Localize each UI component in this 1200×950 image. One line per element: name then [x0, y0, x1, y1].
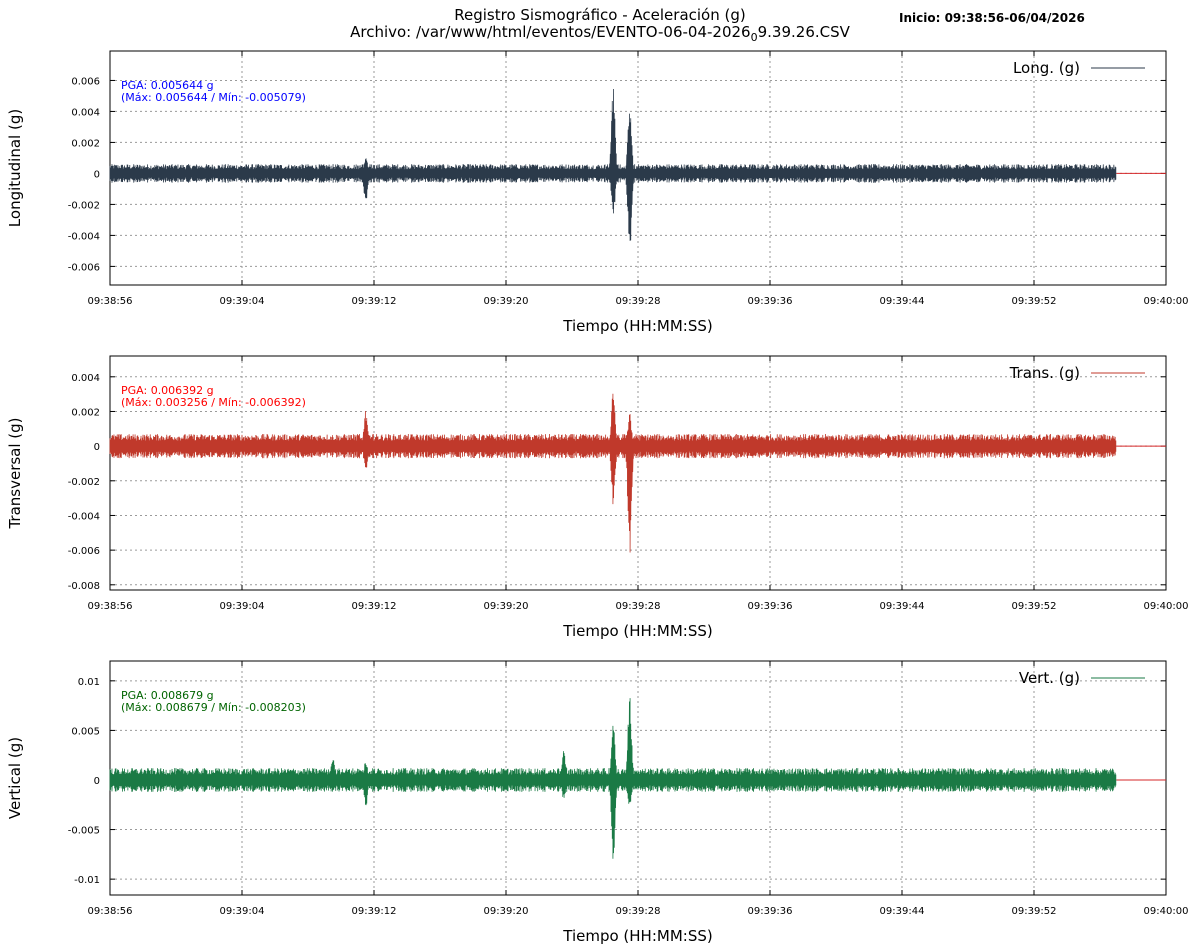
- y-tick-label: -0.002: [68, 200, 100, 211]
- x-tick-label: 09:38:56: [88, 601, 133, 612]
- x-tick-label: 09:39:12: [352, 601, 397, 612]
- x-axis-title: Tiempo (HH:MM:SS): [562, 927, 712, 945]
- file-path-subscript: 0: [750, 31, 758, 44]
- y-axis-title: Longitudinal (g): [6, 109, 24, 227]
- pga-label: PGA: 0.006392 g: [121, 384, 214, 397]
- max-min-label: (Máx: 0.005644 / Mín: -0.005079): [121, 91, 306, 104]
- x-tick-label: 09:39:04: [220, 601, 265, 612]
- y-axis-title: Vertical (g): [6, 737, 24, 819]
- x-tick-label: 09:39:20: [484, 601, 529, 612]
- y-tick-label: -0.005: [68, 826, 100, 837]
- x-tick-label: 09:39:20: [484, 906, 529, 917]
- panel-3: -0.01 -0.005 0 0.005 0.01 09:38:56 09:39:04 09:…: [6, 660, 1189, 945]
- x-tick-label: 09:39:20: [484, 296, 529, 307]
- y-tick-label: -0.004: [68, 231, 100, 242]
- x-tick-label: 09:39:12: [352, 296, 397, 307]
- x-tick-label: 09:38:56: [88, 906, 133, 917]
- x-tick-label: 09:39:04: [220, 296, 265, 307]
- x-tick-label: 09:40:00: [1144, 601, 1189, 612]
- y-tick-label: 0.004: [71, 373, 100, 384]
- x-tick-label: 09:39:36: [748, 296, 793, 307]
- x-tick-label: 09:39:04: [220, 906, 265, 917]
- x-tick-label: 09:39:44: [880, 906, 925, 917]
- y-tick-label: 0.005: [71, 726, 100, 737]
- x-tick-label: 09:39:44: [880, 296, 925, 307]
- x-tick-label: 09:39:52: [1012, 296, 1057, 307]
- x-tick-label: 09:39:52: [1012, 906, 1057, 917]
- panel-1: -0.006 -0.004 -0.002 0 0.002 0.004 0.006 09:38:…: [6, 50, 1189, 335]
- legend-label: Trans. (g): [1009, 364, 1080, 382]
- y-tick-label: 0.01: [78, 677, 100, 688]
- x-tick-label: 09:40:00: [1144, 296, 1189, 307]
- chart-subtitle-file: Archivo: /var/www/html/eventos/EVENTO-06…: [0, 23, 1200, 44]
- chart-title: Registro Sismográfico - Aceleración (g): [454, 6, 746, 24]
- x-tick-label: 09:38:56: [88, 296, 133, 307]
- y-tick-label: 0: [94, 169, 100, 180]
- y-axis-title: Transversal (g): [6, 417, 24, 529]
- start-time-label: Inicio: 09:38:56-06/04/2026: [899, 11, 1085, 25]
- panel-2: -0.008 -0.006 -0.004 -0.002 0 0.002 0.004 09:38…: [6, 355, 1189, 640]
- y-tick-label: 0.004: [71, 107, 100, 118]
- legend-label: Vert. (g): [1019, 669, 1080, 687]
- y-tick-label: 0: [94, 776, 100, 787]
- max-min-label: (Máx: 0.008679 / Mín: -0.008203): [121, 701, 306, 714]
- y-tick-label: -0.01: [74, 875, 100, 886]
- y-tick-label: -0.006: [68, 262, 100, 273]
- max-min-label: (Máx: 0.003256 / Mín: -0.006392): [121, 396, 306, 409]
- y-tick-label: -0.008: [68, 581, 100, 592]
- y-tick-label: -0.002: [68, 477, 100, 488]
- y-tick-label: 0.006: [71, 76, 100, 87]
- legend-label: Long. (g): [1013, 59, 1080, 77]
- waveform-line: [109, 393, 1117, 553]
- x-axis-title: Tiempo (HH:MM:SS): [562, 317, 712, 335]
- x-tick-label: 09:39:44: [880, 601, 925, 612]
- y-tick-label: -0.004: [68, 511, 100, 522]
- x-axis-title: Tiempo (HH:MM:SS): [562, 622, 712, 640]
- y-tick-label: -0.006: [68, 546, 100, 557]
- y-tick-label: 0.002: [71, 407, 100, 418]
- x-tick-label: 09:39:28: [616, 906, 661, 917]
- x-tick-label: 09:39:28: [616, 296, 661, 307]
- waveform-line: [109, 89, 1117, 241]
- x-tick-label: 09:39:36: [748, 906, 793, 917]
- y-tick-label: 0: [94, 442, 100, 453]
- x-tick-label: 09:39:52: [1012, 601, 1057, 612]
- x-tick-label: 09:39:28: [616, 601, 661, 612]
- y-tick-label: 0.002: [71, 138, 100, 149]
- file-path-tail: 9.39.26.CSV: [757, 23, 850, 41]
- x-tick-label: 09:40:00: [1144, 906, 1189, 917]
- x-tick-label: 09:39:36: [748, 601, 793, 612]
- waveform-line: [109, 698, 1117, 859]
- pga-label: PGA: 0.005644 g: [121, 79, 214, 92]
- x-tick-label: 09:39:12: [352, 906, 397, 917]
- pga-label: PGA: 0.008679 g: [121, 689, 214, 702]
- file-path: Archivo: /var/www/html/eventos/EVENTO-06…: [350, 23, 751, 41]
